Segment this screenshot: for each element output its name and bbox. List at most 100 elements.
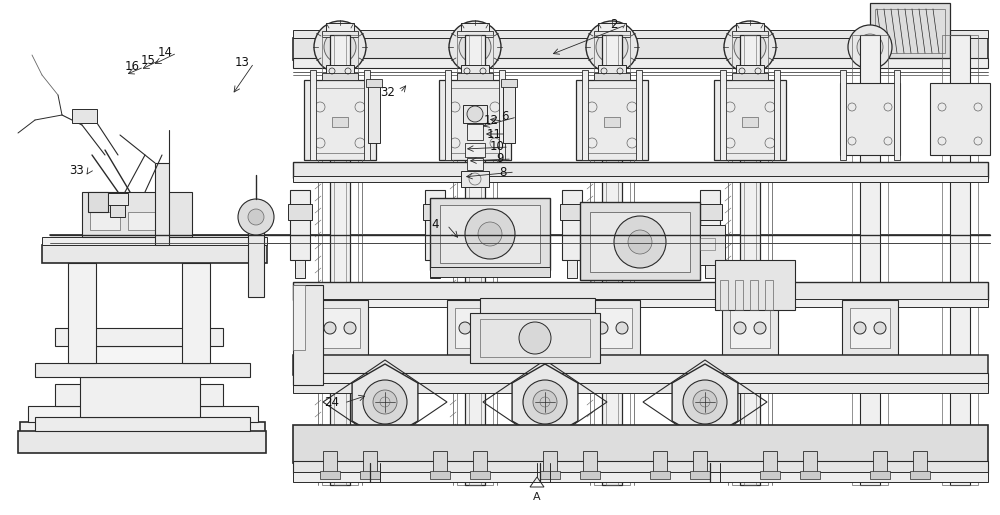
Bar <box>312 300 368 355</box>
Bar <box>440 205 540 263</box>
Bar <box>594 31 630 37</box>
Bar <box>439 80 511 160</box>
Bar <box>720 280 728 310</box>
Circle shape <box>857 34 883 60</box>
Bar <box>930 83 990 155</box>
Bar <box>840 83 900 155</box>
Bar <box>470 471 490 479</box>
Bar <box>461 23 489 33</box>
Bar <box>736 23 764 33</box>
Bar <box>503 83 515 143</box>
Text: 16: 16 <box>124 60 140 74</box>
Bar <box>598 23 626 33</box>
Bar <box>72 109 97 123</box>
Circle shape <box>586 21 638 73</box>
Bar <box>653 451 667 473</box>
Bar <box>594 73 630 80</box>
Bar <box>465 143 485 157</box>
Bar <box>714 80 786 160</box>
Bar <box>567 260 577 278</box>
Bar <box>447 88 503 153</box>
Bar <box>42 237 267 245</box>
Bar <box>580 471 600 479</box>
Text: 12: 12 <box>484 114 498 128</box>
Bar <box>465 35 485 485</box>
Bar <box>55 328 223 346</box>
Bar <box>942 35 978 485</box>
Bar <box>293 472 988 482</box>
Bar <box>293 30 988 38</box>
Bar <box>576 80 648 160</box>
Text: 8: 8 <box>499 165 507 179</box>
Bar <box>580 202 700 280</box>
Circle shape <box>848 25 892 69</box>
Circle shape <box>344 322 356 334</box>
Bar <box>594 35 630 485</box>
Bar <box>690 471 710 479</box>
Circle shape <box>533 390 557 414</box>
Bar <box>447 300 503 355</box>
Bar <box>430 260 440 278</box>
Bar <box>860 35 880 485</box>
Polygon shape <box>352 364 418 440</box>
Text: 24: 24 <box>324 397 340 409</box>
Circle shape <box>334 41 346 53</box>
Circle shape <box>606 41 618 53</box>
Text: 10: 10 <box>490 141 504 153</box>
Bar <box>461 171 489 187</box>
Bar <box>469 35 481 485</box>
Bar <box>736 65 764 75</box>
Bar <box>322 31 358 37</box>
Bar <box>562 190 582 260</box>
Bar <box>95 346 183 384</box>
Bar <box>368 83 380 143</box>
Bar <box>455 308 495 348</box>
Bar <box>323 451 337 473</box>
Bar <box>705 260 715 278</box>
Bar <box>366 79 382 87</box>
Circle shape <box>459 322 471 334</box>
Circle shape <box>734 322 746 334</box>
Bar <box>604 117 620 127</box>
Bar <box>470 313 600 363</box>
Bar <box>584 300 640 355</box>
Bar <box>606 35 618 485</box>
Circle shape <box>324 322 336 334</box>
Bar <box>800 471 820 479</box>
Bar <box>722 300 778 355</box>
Circle shape <box>363 380 407 424</box>
Bar <box>500 333 575 347</box>
Bar <box>293 373 988 385</box>
Circle shape <box>467 106 483 122</box>
Bar <box>55 384 223 406</box>
Circle shape <box>519 322 551 354</box>
Text: A: A <box>533 492 541 502</box>
Bar <box>763 451 777 473</box>
Bar <box>288 204 312 220</box>
Bar <box>910 471 930 479</box>
Bar <box>840 70 846 160</box>
Bar <box>128 212 158 230</box>
Circle shape <box>449 21 501 73</box>
Bar <box>293 461 988 473</box>
Bar <box>870 471 890 479</box>
Bar <box>858 38 868 50</box>
Bar <box>732 31 768 37</box>
Bar <box>875 9 945 53</box>
Bar <box>873 451 887 473</box>
Text: 32: 32 <box>381 87 395 99</box>
Bar <box>602 35 622 485</box>
Bar <box>560 204 584 220</box>
Polygon shape <box>512 364 578 440</box>
Circle shape <box>628 230 652 254</box>
Bar <box>20 422 265 450</box>
Bar <box>722 88 778 153</box>
Bar <box>598 65 626 75</box>
Bar <box>732 35 768 485</box>
Bar <box>950 35 970 485</box>
Bar <box>842 300 898 355</box>
Bar <box>467 124 483 140</box>
Bar <box>457 31 493 37</box>
Bar <box>293 383 988 393</box>
Circle shape <box>324 31 356 63</box>
